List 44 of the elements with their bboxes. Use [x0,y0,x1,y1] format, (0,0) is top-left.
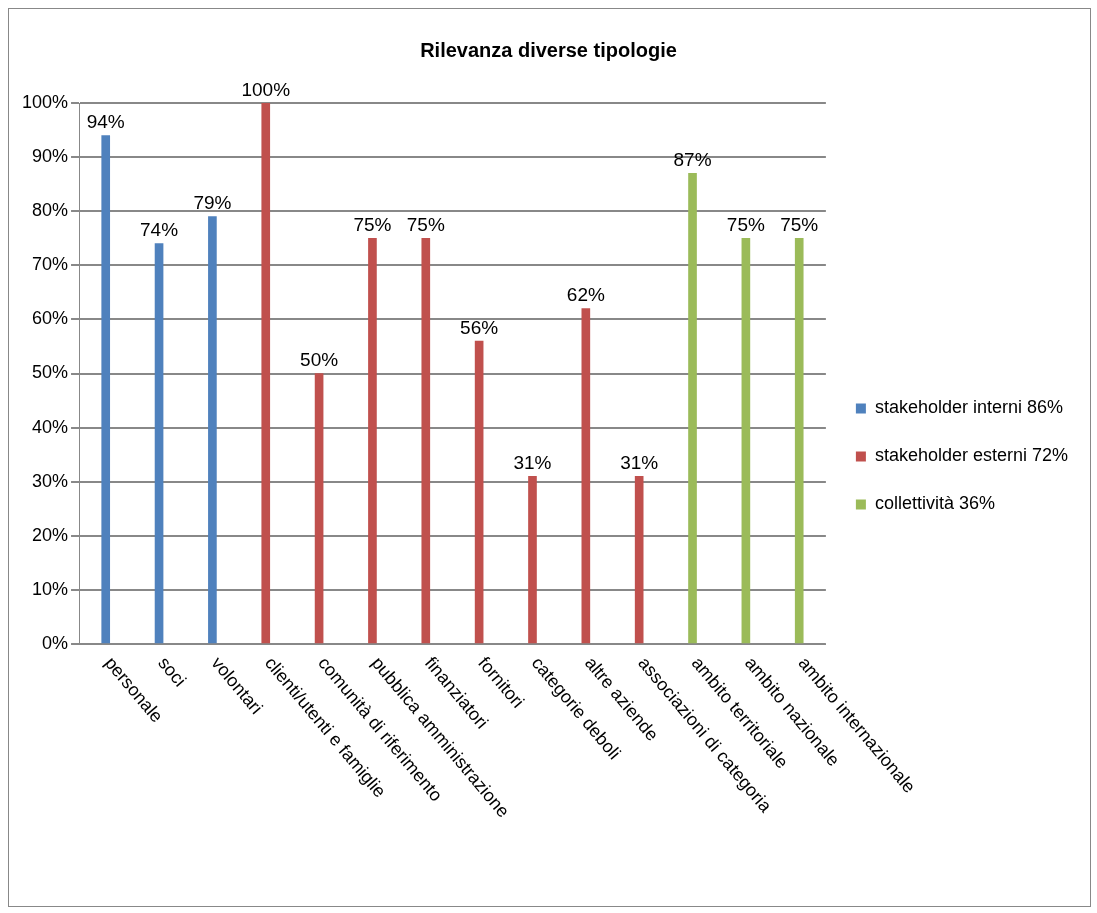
data-label: 87% [673,149,712,171]
y-tick-label: 70% [32,254,69,275]
data-label: 50% [300,349,339,371]
bar [314,373,324,644]
bar [741,237,751,644]
data-label: 31% [513,452,552,474]
bar [421,237,431,644]
bar [261,103,271,644]
bar [368,237,377,644]
bar [634,475,644,644]
y-tick-label: 100% [21,91,69,112]
bar [581,308,591,644]
y-tick-label: 50% [32,362,69,383]
data-label: 100% [241,78,291,100]
legend-label: collettività 36% [874,493,995,514]
y-tick-label: 60% [32,308,69,329]
y-tick-label: 30% [32,470,69,491]
bar [528,475,537,644]
data-label: 75% [406,213,445,235]
bar [474,340,484,644]
data-label: 31% [620,452,659,474]
y-tick-label: 20% [32,524,69,545]
bar [208,216,217,644]
data-label: 56% [460,316,499,338]
data-label: 62% [566,284,605,306]
bar [154,243,164,644]
data-label: 74% [140,219,179,241]
legend-label: stakeholder interni 86% [874,397,1064,418]
bar [101,135,111,644]
x-tick-label: soci [154,652,191,691]
y-tick-label: 80% [32,200,69,221]
y-tick-label: 40% [32,416,69,437]
y-tick-label: 0% [42,632,69,653]
data-label: 79% [193,192,232,214]
data-label: 75% [726,213,765,235]
legend-label: stakeholder esterni 72% [874,445,1069,466]
data-label: 75% [780,213,819,235]
y-tick-label: 10% [32,578,69,599]
y-tick-label: 90% [32,146,69,167]
chart-title: Rilevanza diverse tipologie [420,38,677,61]
data-label: 75% [353,213,392,235]
bar [794,237,804,644]
bar [688,173,697,644]
data-label: 94% [86,111,125,133]
